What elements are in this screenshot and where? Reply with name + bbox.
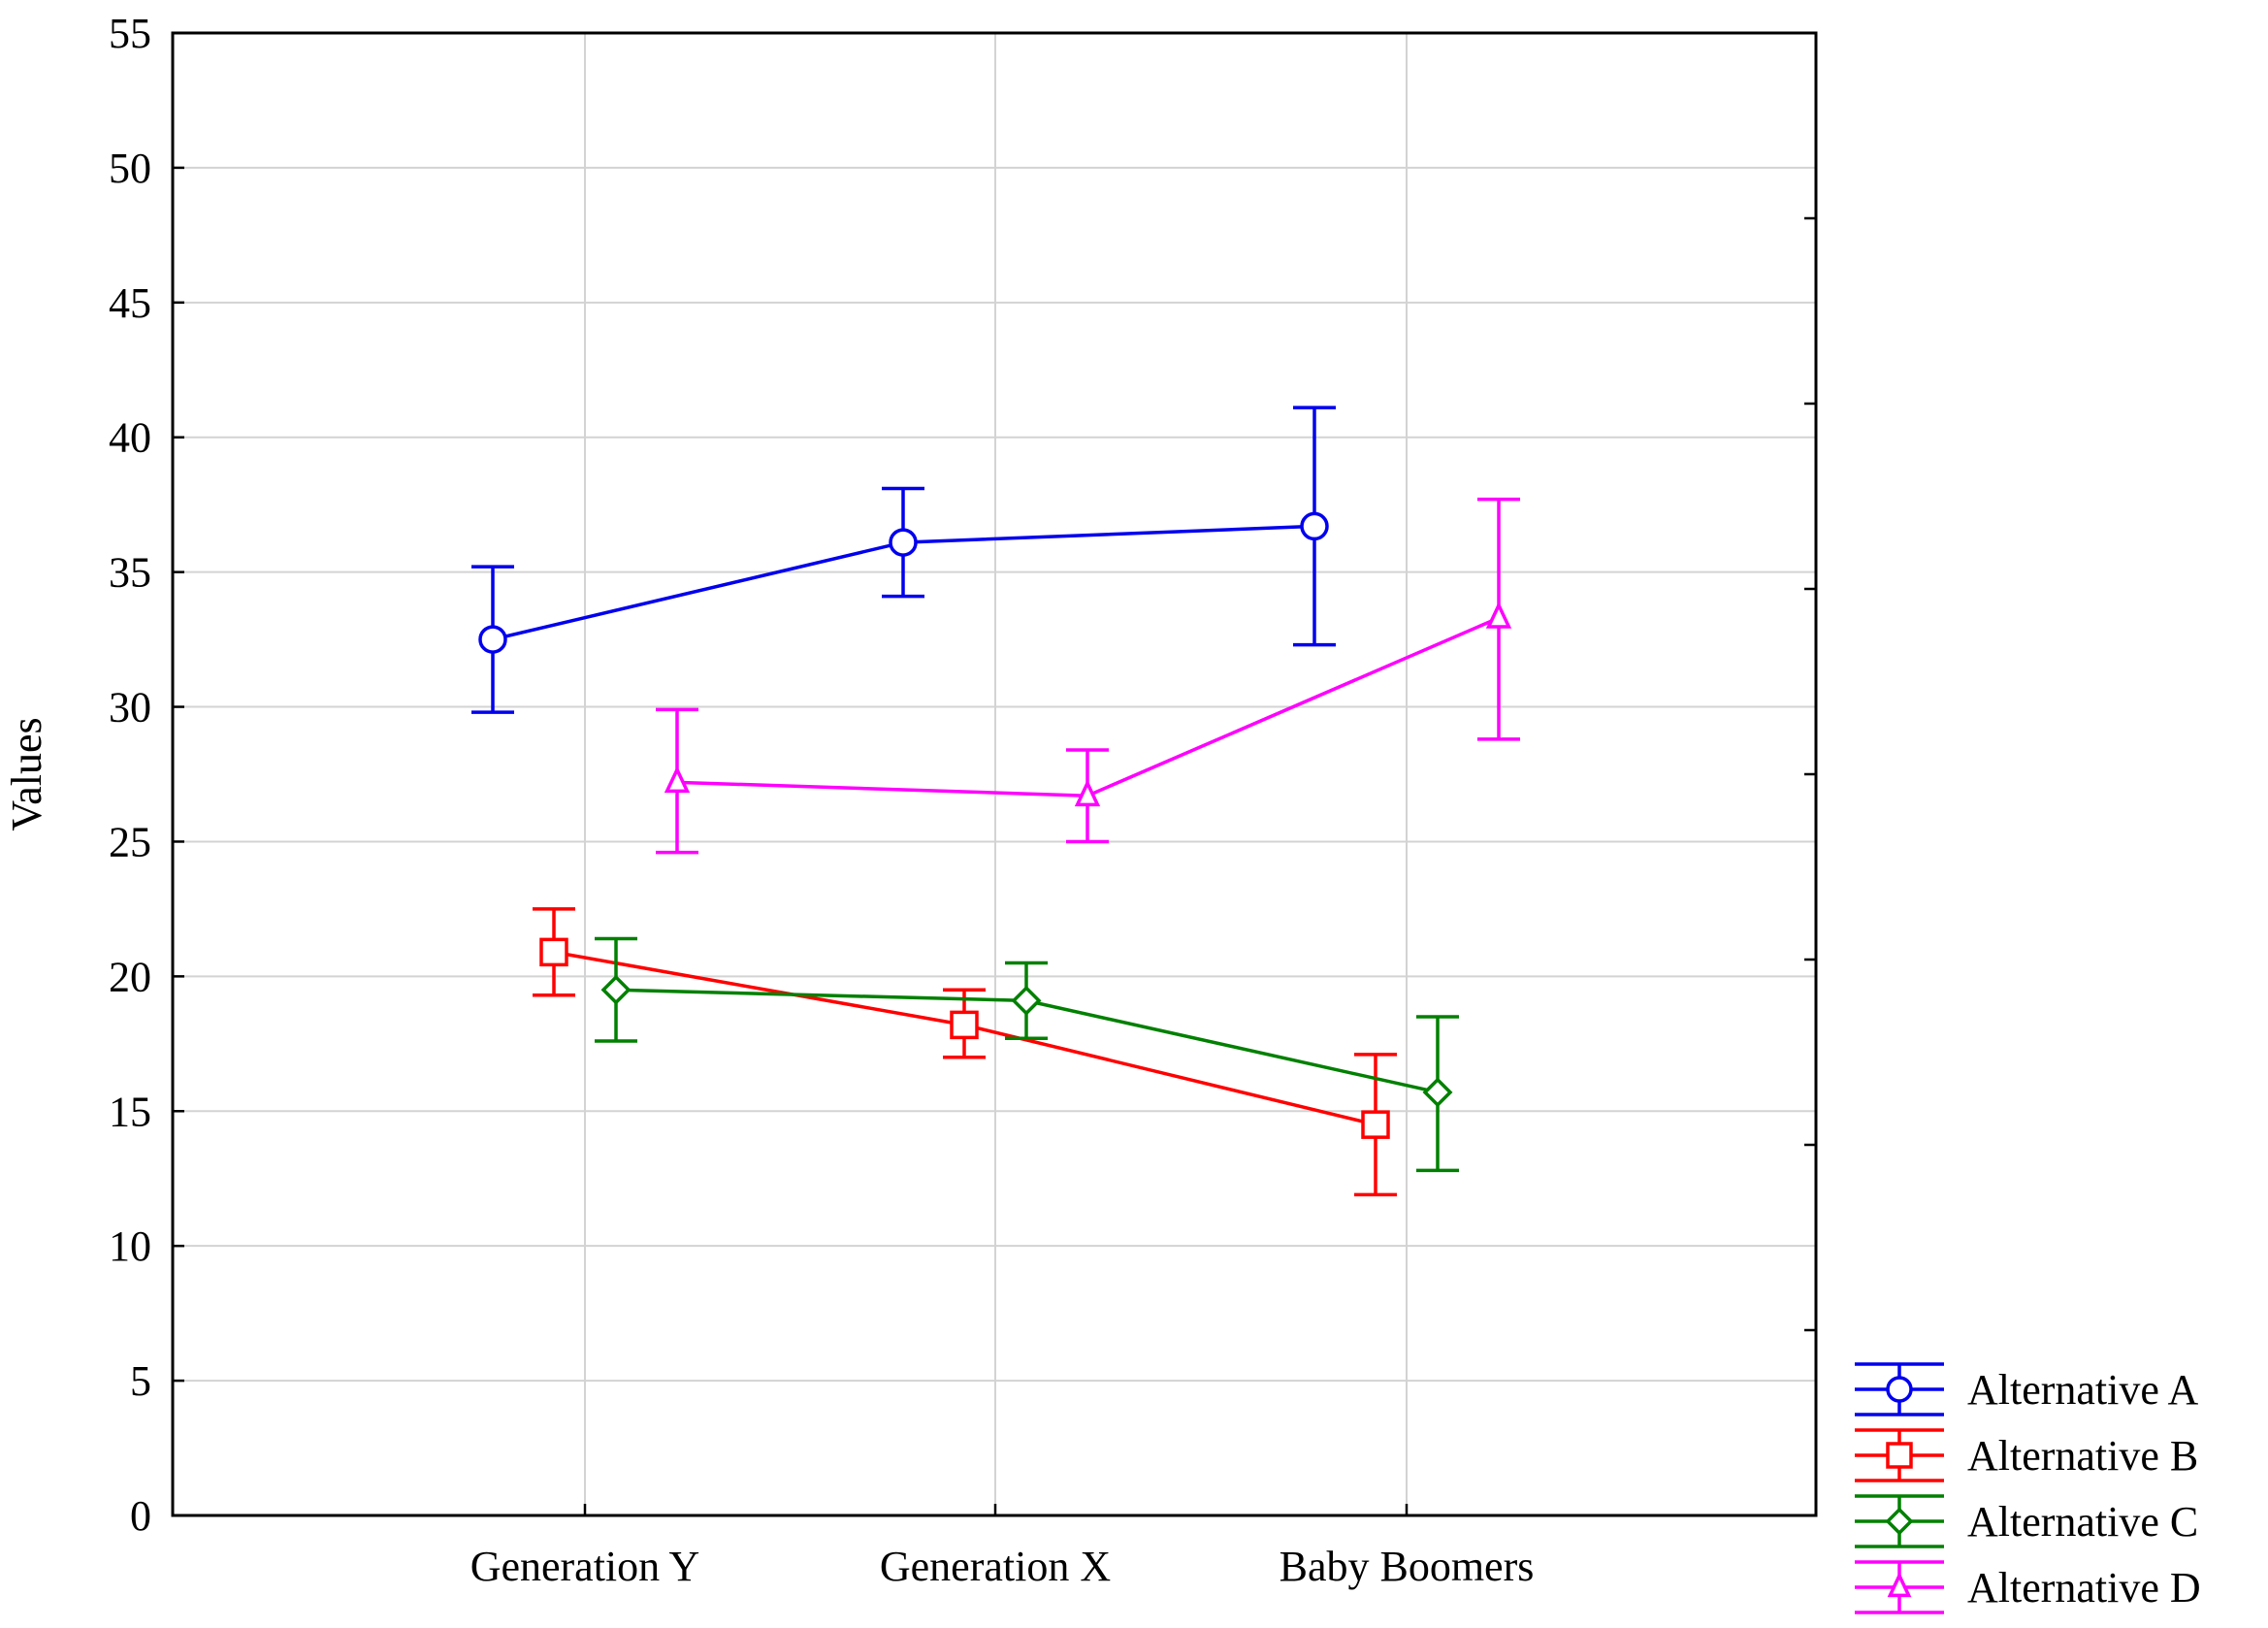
y-tick-label: 25	[109, 818, 151, 865]
y-tick-label: 55	[109, 10, 151, 57]
series-layer	[471, 406, 1520, 1197]
y-tick-label: 5	[130, 1357, 151, 1405]
circle-marker	[478, 625, 507, 654]
y-tick-label: 20	[109, 953, 151, 1000]
triangle-marker	[664, 765, 691, 794]
circle-marker	[889, 528, 918, 557]
triangle-marker	[1887, 1571, 1912, 1598]
legend-item-alternative-d: Alternative D	[1855, 1560, 2201, 1614]
legend: Alternative A Alternative B Alternative C A…	[1855, 1362, 2201, 1614]
circle-marker	[1300, 511, 1329, 541]
square-marker	[539, 937, 568, 967]
y-tick-label: 0	[130, 1492, 151, 1540]
square-marker	[950, 1010, 979, 1040]
y-tick-label: 35	[109, 549, 151, 597]
diamond-marker	[1422, 1077, 1453, 1108]
grid	[173, 33, 1816, 1515]
legend-label: Alternative D	[1967, 1564, 2201, 1612]
legend-label: Alternative B	[1967, 1432, 2198, 1480]
series-alternative-c	[595, 936, 1459, 1173]
y-tick-label: 50	[109, 145, 151, 192]
x-category-label: Baby Boomers	[1280, 1543, 1535, 1590]
legend-item-alternative-a: Alternative A	[1855, 1362, 2198, 1416]
x-category-label: Generation X	[880, 1543, 1111, 1590]
square-marker	[1886, 1442, 1913, 1469]
diamond-marker	[1885, 1507, 1914, 1536]
y-tick-label: 30	[109, 684, 151, 732]
y-tick-label: 15	[109, 1088, 151, 1135]
diamond-marker	[1011, 985, 1042, 1016]
legend-item-alternative-c: Alternative C	[1855, 1494, 2198, 1548]
square-marker	[1361, 1110, 1390, 1139]
diamond-marker	[600, 974, 632, 1005]
series-alternative-d	[656, 497, 1520, 855]
x-category-label: Generation Y	[470, 1543, 700, 1590]
legend-item-alternative-b: Alternative B	[1855, 1428, 2198, 1482]
plot-frame	[171, 31, 1818, 1517]
legend-label: Alternative C	[1967, 1498, 2198, 1546]
legend-label: Alternative A	[1967, 1366, 2198, 1414]
y-tick-label: 10	[109, 1222, 151, 1270]
y-tick-label: 40	[109, 414, 151, 462]
triangle-marker	[1485, 601, 1512, 629]
series-alternative-a	[471, 406, 1336, 714]
triangle-marker	[1074, 779, 1101, 807]
y-tick-label: 45	[109, 279, 151, 327]
axes: 0 5 10 15 20 25 30 35 40 45 50 55 Generation Y Genera…	[109, 10, 1818, 1590]
y-axis-title: Values	[3, 717, 50, 830]
circle-marker	[1886, 1376, 1913, 1403]
series-alternative-b	[533, 907, 1397, 1197]
